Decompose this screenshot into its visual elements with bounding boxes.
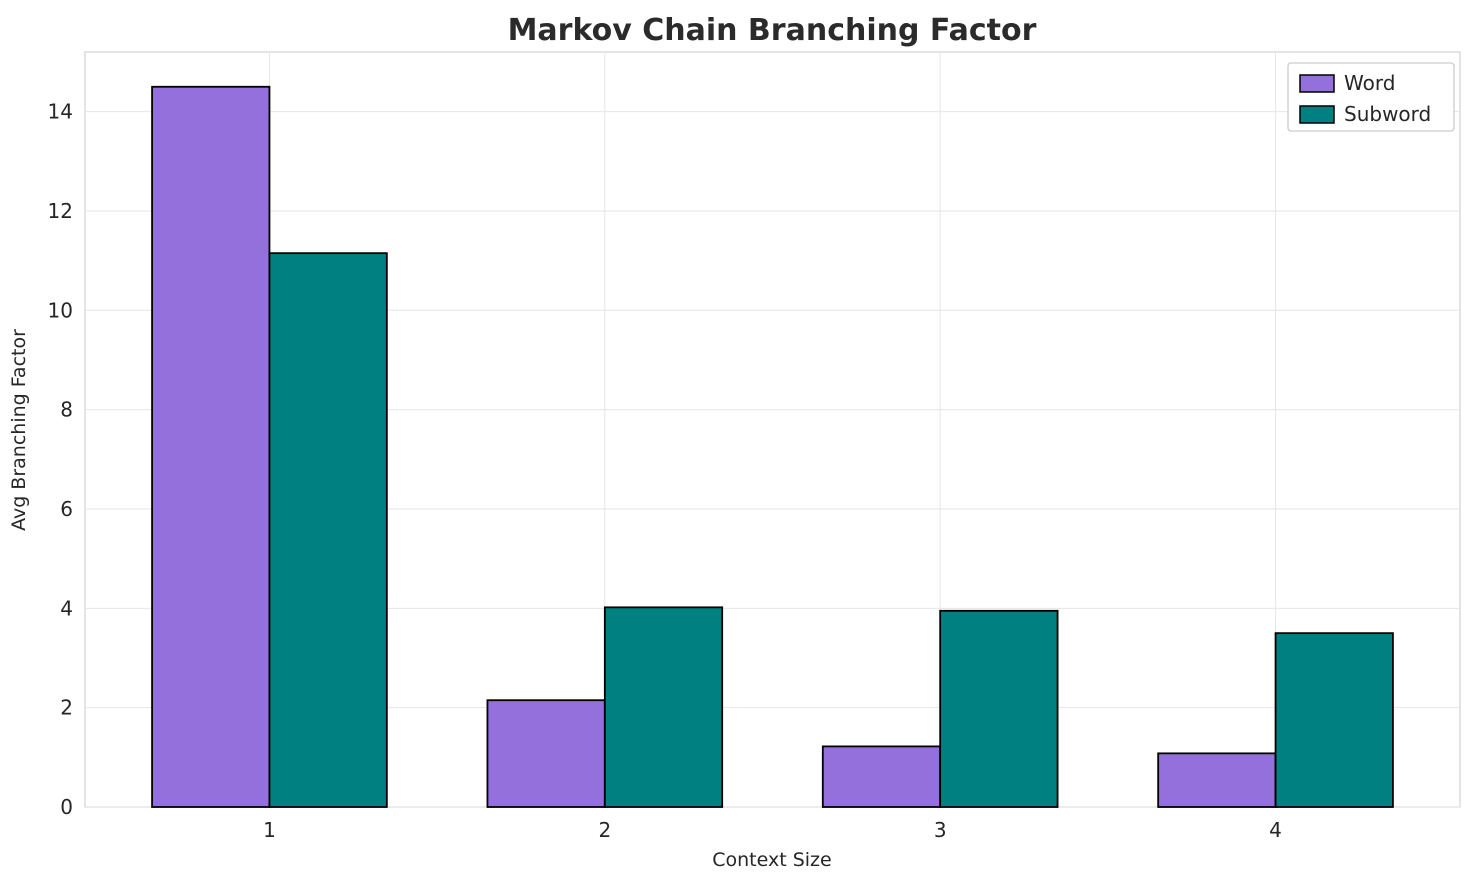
x-tick-label: 1 <box>263 818 276 842</box>
legend-label-word: Word <box>1344 71 1395 95</box>
x-tick-label: 4 <box>1269 818 1282 842</box>
x-axis-label: Context Size <box>712 849 831 871</box>
x-tick-label: 3 <box>934 818 947 842</box>
legend-swatch-word <box>1299 74 1335 93</box>
y-tick-label: 8 <box>60 398 73 422</box>
y-tick-label: 6 <box>60 497 73 521</box>
bar-subword-1 <box>268 252 388 808</box>
y-tick-label: 2 <box>60 696 73 720</box>
y-tick-label: 4 <box>60 596 73 620</box>
bar-word-2 <box>486 699 606 808</box>
legend-label-subword: Subword <box>1344 102 1431 126</box>
bar-word-3 <box>821 745 942 808</box>
y-tick-label: 0 <box>60 795 73 819</box>
bar-subword-2 <box>603 606 724 808</box>
y-tick-label: 14 <box>48 100 73 124</box>
chart-title: Markov Chain Branching Factor <box>508 13 1037 48</box>
bar-subword-3 <box>939 609 1059 808</box>
y-tick-label: 10 <box>48 298 73 322</box>
bar-word-4 <box>1157 752 1277 808</box>
x-tick-label: 2 <box>598 818 611 842</box>
y-axis-label: Avg Branching Factor <box>8 329 30 531</box>
bar-subword-4 <box>1274 632 1394 808</box>
y-tick-label: 12 <box>48 199 73 223</box>
bar-word-1 <box>151 85 271 808</box>
legend-swatch-subword <box>1299 105 1335 124</box>
